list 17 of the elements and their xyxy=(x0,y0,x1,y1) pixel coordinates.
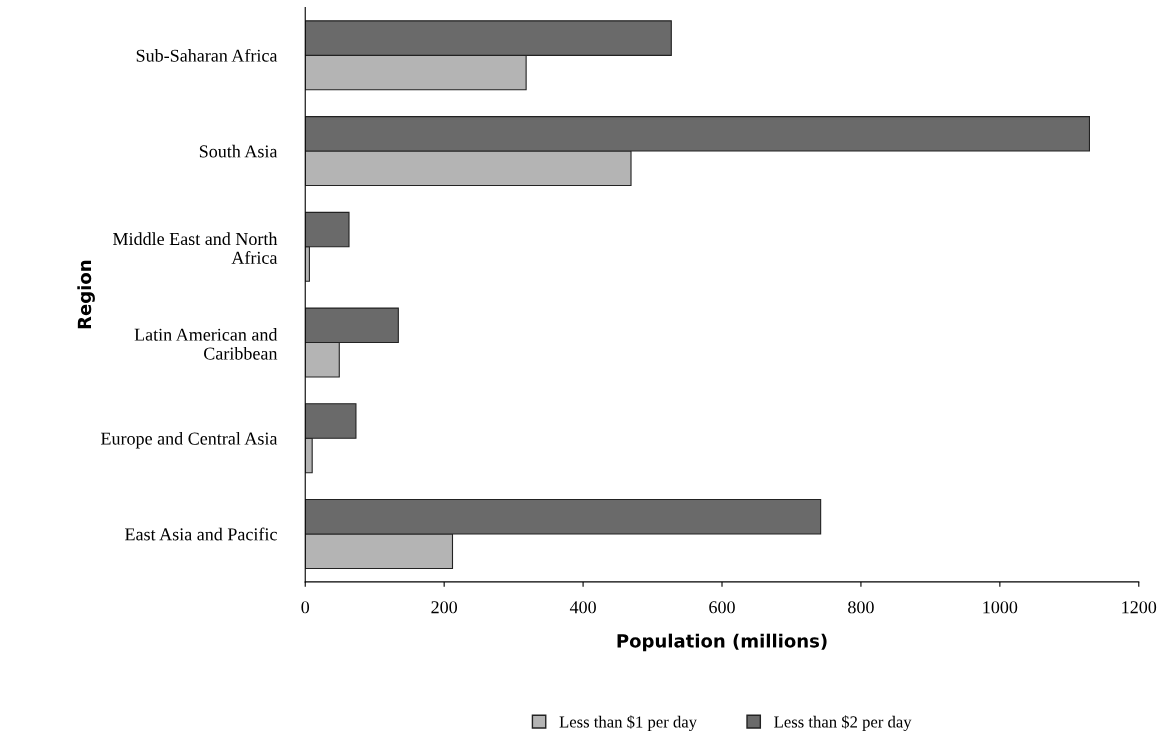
x-tick-label: 0 xyxy=(301,601,310,614)
y-tick-label: Sub-Saharan Africa xyxy=(136,48,278,62)
x-tick-label: 1000 xyxy=(983,601,1018,614)
y-tick-label: Latin American and Caribbean xyxy=(134,328,278,360)
y-tick-label: Europe and Central Asia xyxy=(100,432,278,449)
x-tick-label: 400 xyxy=(569,601,596,614)
y-axis-title: Region xyxy=(77,260,95,329)
x-tick-label: 200 xyxy=(431,601,458,614)
legend-label: Less than $2 per day xyxy=(774,715,912,731)
y-tick-label: Middle East and North Africa xyxy=(113,232,278,264)
x-tick-label: 800 xyxy=(848,601,874,614)
y-tick-label: East Asia and Pacific xyxy=(125,527,277,541)
legend-label: Less than $1 per day xyxy=(559,715,697,731)
x-axis-title: Population (millions) xyxy=(617,633,827,652)
x-tick-label: 1200 xyxy=(1122,601,1157,614)
y-tick-label: South Asia xyxy=(199,144,278,158)
x-tick-label: 600 xyxy=(709,601,735,614)
